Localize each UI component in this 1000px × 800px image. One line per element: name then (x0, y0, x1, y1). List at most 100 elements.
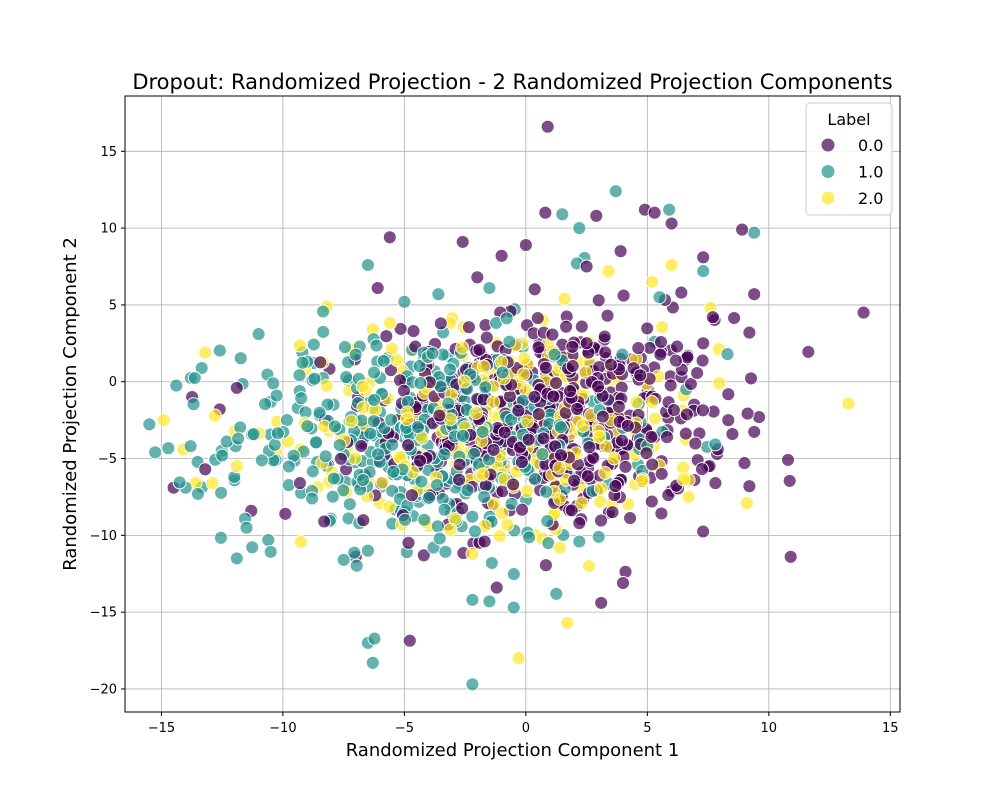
data-point-label-2-0 (293, 534, 308, 549)
data-point-label-1-0 (410, 420, 425, 435)
data-point-label-1-0 (432, 531, 447, 546)
data-point-label-2-0 (582, 559, 596, 574)
data-point-label-1-0 (307, 371, 322, 386)
data-point-label-0-0 (856, 305, 871, 320)
data-point-label-2-0 (486, 394, 501, 409)
data-point-label-1-0 (535, 447, 550, 462)
x-tick-label: 0 (522, 721, 530, 736)
data-point-label-1-0 (539, 484, 554, 499)
data-point-label-1-0 (465, 677, 480, 692)
data-point-label-0-0 (618, 564, 633, 579)
data-point-label-1-0 (172, 475, 187, 490)
data-point-label-0-0 (559, 319, 574, 334)
data-point-label-0-0 (470, 270, 485, 285)
data-point-label-0-0 (680, 350, 695, 365)
data-point-label-1-0 (231, 431, 246, 446)
data-point-label-0-0 (647, 205, 662, 220)
data-point-label-1-0 (371, 447, 386, 462)
data-point-label-1-0 (430, 478, 444, 492)
data-point-label-0-0 (452, 472, 467, 487)
y-tick-label: 10 (100, 222, 117, 237)
data-point-label-1-0 (504, 496, 519, 511)
data-point-label-1-0 (194, 361, 209, 375)
data-point-label-1-0 (443, 362, 457, 377)
data-point-label-0-0 (608, 479, 623, 494)
data-point-label-1-0 (437, 502, 452, 517)
legend-marker-0-0 (820, 137, 836, 153)
data-point-label-2-0 (399, 412, 414, 427)
data-point-label-2-0 (552, 540, 567, 555)
data-point-label-2-0 (511, 651, 526, 666)
data-point-label-0-0 (678, 426, 693, 441)
data-point-label-1-0 (363, 426, 378, 441)
data-point-label-0-0 (565, 359, 580, 373)
data-point-label-0-0 (382, 230, 397, 245)
data-point-label-1-0 (229, 551, 244, 566)
data-point-label-2-0 (592, 430, 607, 444)
data-point-label-0-0 (616, 576, 630, 590)
data-point-label-0-0 (783, 549, 798, 564)
data-point-label-1-0 (305, 464, 320, 479)
data-point-label-2-0 (599, 439, 614, 454)
data-point-label-0-0 (640, 321, 655, 336)
data-point-label-1-0 (662, 202, 677, 217)
y-tick-label: 0 (109, 375, 117, 390)
data-point-label-1-0 (367, 631, 382, 646)
data-point-label-2-0 (487, 497, 501, 512)
data-point-label-1-0 (348, 347, 363, 362)
data-point-label-0-0 (742, 325, 757, 340)
data-point-label-0-0 (518, 238, 533, 252)
data-point-label-1-0 (366, 414, 381, 429)
data-point-label-2-0 (664, 258, 679, 272)
data-point-label-2-0 (292, 338, 307, 353)
data-point-label-0-0 (695, 462, 709, 477)
data-point-label-0-0 (735, 222, 750, 237)
data-point-label-0-0 (631, 341, 646, 356)
data-point-label-0-0 (313, 355, 328, 370)
data-point-label-1-0 (266, 376, 281, 391)
data-point-label-1-0 (294, 391, 309, 406)
data-point-label-1-0 (336, 483, 351, 498)
data-point-label-1-0 (425, 346, 440, 361)
data-point-label-2-0 (455, 340, 470, 355)
data-point-label-0-0 (679, 407, 694, 422)
data-point-label-0-0 (531, 340, 546, 355)
plot-frame (124, 95, 901, 713)
data-point-label-1-0 (438, 544, 453, 559)
x-tick-label: −15 (148, 721, 175, 736)
data-point-label-2-0 (355, 379, 370, 394)
data-point-label-2-0 (575, 418, 590, 433)
data-point-label-2-0 (516, 367, 531, 382)
data-point-label-2-0 (645, 274, 660, 289)
data-point-label-2-0 (383, 316, 397, 330)
data-point-label-2-0 (500, 517, 515, 532)
data-point-label-0-0 (620, 418, 635, 433)
data-point-label-0-0 (494, 248, 509, 263)
data-point-label-1-0 (246, 427, 261, 442)
data-point-label-0-0 (594, 513, 608, 528)
data-point-label-0-0 (521, 432, 536, 447)
data-point-label-0-0 (623, 511, 638, 526)
data-point-label-2-0 (198, 345, 213, 360)
data-point-label-0-0 (633, 368, 648, 383)
data-point-label-2-0 (517, 351, 532, 366)
data-point-label-1-0 (506, 600, 521, 615)
data-point-label-1-0 (431, 287, 446, 302)
data-point-label-0-0 (404, 488, 419, 503)
data-point-label-0-0 (502, 389, 517, 404)
data-point-label-1-0 (318, 449, 333, 464)
data-point-label-0-0 (198, 462, 213, 477)
data-point-label-0-0 (611, 399, 626, 414)
data-point-label-2-0 (648, 411, 663, 426)
data-point-label-2-0 (443, 522, 458, 537)
data-point-label-1-0 (332, 438, 347, 452)
data-point-label-2-0 (229, 459, 244, 474)
data-point-label-0-0 (579, 336, 594, 351)
data-point-label-0-0 (663, 378, 678, 393)
data-point-label-0-0 (530, 311, 545, 326)
data-point-label-1-0 (369, 338, 384, 353)
data-point-label-1-0 (309, 435, 323, 450)
data-point-label-0-0 (406, 324, 421, 339)
data-point-label-0-0 (317, 514, 332, 529)
